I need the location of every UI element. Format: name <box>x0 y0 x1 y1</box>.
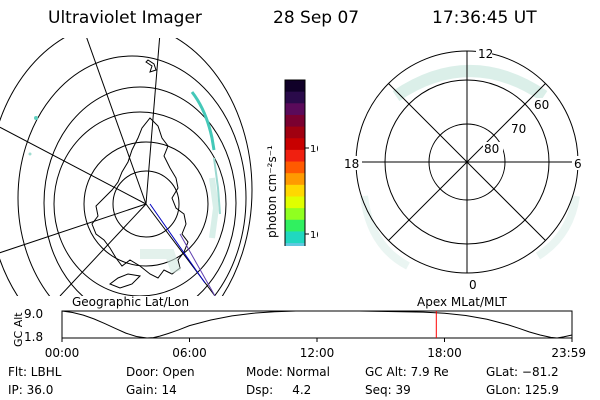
lat-circle <box>53 111 227 296</box>
mlat-label-60: 60 <box>534 98 549 112</box>
colorbar-frame <box>284 79 306 246</box>
lat-circle <box>83 141 209 267</box>
meridian <box>86 38 147 205</box>
image-date: 28 Sep 07 <box>273 8 360 28</box>
y-axis-label: GC Alt <box>12 312 25 347</box>
lat-circle <box>17 55 247 296</box>
colorbar-swatch <box>285 138 305 151</box>
altitude-timeline: GC Alt 9.0 1.8 00:00 06:00 12:00 18:00 23:59 <box>12 307 586 360</box>
timeline-frame <box>61 310 573 339</box>
lat-circle <box>0 38 253 296</box>
auroral-emission <box>209 177 220 239</box>
colorbar-swatch <box>285 80 305 93</box>
mlt-label-6: 6 <box>574 157 582 171</box>
meridian <box>0 126 147 205</box>
seq-status: Seq: 39 <box>365 383 411 397</box>
auroral-emission <box>213 157 221 215</box>
colorbar-swatch <box>285 91 305 104</box>
gc-alt-status: GC Alt: 7.9 Re <box>365 365 449 379</box>
ip-status: IP: 36.0 <box>8 383 54 397</box>
image-time: 17:36:45 UT <box>432 8 537 28</box>
mlat-label-80: 80 <box>484 142 499 156</box>
x-tick-label: 12:00 <box>300 346 335 360</box>
colorbar-swatch <box>285 149 305 163</box>
x-tick-label: 18:00 <box>427 346 462 360</box>
mlt-meridian <box>388 83 546 241</box>
island-outline <box>145 59 157 73</box>
colorbar-tick-label: 100 <box>310 144 318 155</box>
mlt-label-18: 18 <box>344 157 359 171</box>
colorbar-swatch <box>285 196 305 209</box>
colorbar-swatch <box>285 173 305 186</box>
y-tick-label: 9.0 <box>24 307 43 321</box>
x-tick-label: 00:00 <box>45 346 80 360</box>
right-panel-label: Apex MLat/MLT <box>417 295 507 309</box>
auroral-oval <box>535 195 580 260</box>
geographic-map <box>0 38 253 296</box>
antarctica-outline <box>91 117 189 279</box>
x-tick-label: 06:00 <box>172 346 207 360</box>
colorbar-tick-label: 10 <box>310 230 318 241</box>
mlt-label-0: 0 <box>469 278 477 292</box>
x-tick-label: 23:59 <box>551 346 586 360</box>
altitude-curve <box>61 310 573 339</box>
colorbar-swatch <box>285 161 305 174</box>
colorbar-swatch <box>285 219 305 233</box>
y-tick-label: 1.8 <box>24 330 43 344</box>
peninsula-outline <box>108 273 142 289</box>
track-line <box>179 233 216 296</box>
mode-status: Mode: Normal <box>246 365 330 379</box>
colorbar-swatch <box>285 114 305 128</box>
glon-status: GLon: 125.9 <box>486 383 559 397</box>
auroral-oval <box>392 65 548 101</box>
auroral-emission <box>190 91 216 151</box>
meridian <box>145 38 161 205</box>
lat-circle <box>43 86 237 296</box>
colorbar-swatch <box>285 208 305 221</box>
track-line <box>149 203 206 284</box>
lat-circle <box>112 170 180 238</box>
door-status: Door: Open <box>126 365 195 379</box>
colorbar: 100 10 photon cm⁻²s⁻¹ <box>265 79 318 246</box>
colorbar-unit-label: photon cm⁻²s⁻¹ <box>265 145 279 238</box>
mlt-label-12: 12 <box>478 47 493 61</box>
dsp-status: Dsp: 4.2 <box>246 383 312 397</box>
colorbar-swatch <box>285 103 305 116</box>
mlat-label-70: 70 <box>511 122 526 136</box>
colorbar-swatch <box>285 126 305 139</box>
instrument-title: Ultraviolet Imager <box>48 8 202 28</box>
glat-status: GLat: −81.2 <box>486 365 559 379</box>
emission-speck <box>28 152 32 156</box>
filter-status: Flt: LBHL <box>8 365 62 379</box>
meridian <box>0 203 147 254</box>
left-panel-label: Geographic Lat/Lon <box>72 295 190 309</box>
colorbar-swatch <box>285 184 305 198</box>
auroral-oval <box>360 195 410 270</box>
emission-speck <box>34 116 38 120</box>
mlt-polar-plot: 12 18 6 0 60 70 80 <box>342 46 582 292</box>
emission-patch <box>140 249 181 274</box>
meridian <box>59 203 147 296</box>
colorbar-swatch <box>285 231 305 244</box>
colorbar-swatch <box>285 243 305 246</box>
gain-status: Gain: 14 <box>126 383 177 397</box>
